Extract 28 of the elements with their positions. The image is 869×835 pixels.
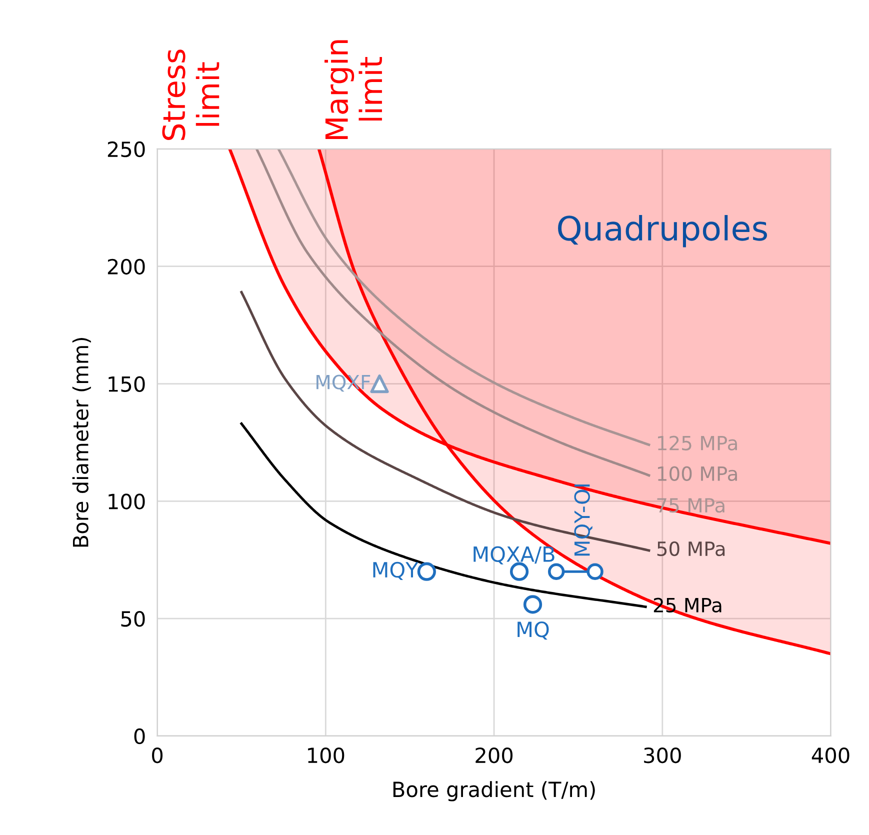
- text: Stress limit: [162, 50, 220, 140]
- point: [370, 374, 389, 394]
- text: MQY-OI: [574, 484, 592, 556]
- y-tick-label: 50: [121, 611, 145, 627]
- annotation: Quadrupoles: [558, 215, 767, 248]
- x-axis-title: Bore gradient (T/m): [393, 781, 595, 802]
- y-tick-label: 250: [108, 141, 145, 158]
- y-tick-label: 200: [108, 258, 145, 275]
- series-label: MQY: [373, 562, 418, 580]
- y-tick-label: 100: [108, 494, 145, 510]
- y-tick-label: 150: [108, 376, 145, 392]
- x-tick-label: 400: [812, 747, 850, 764]
- x-tick-label: 100: [308, 747, 344, 764]
- series-label: MQ: [518, 622, 549, 640]
- y-tick-label: 0: [134, 728, 145, 744]
- point: [523, 595, 542, 614]
- x-tick-label: 0: [152, 747, 163, 764]
- x-tick-label: 200: [476, 747, 513, 764]
- x-tick-label: 300: [644, 747, 681, 764]
- y-axis-title: Bore diameter (mm): [72, 338, 91, 547]
- point: [586, 563, 604, 580]
- series-label: 50 MPa: [657, 541, 725, 556]
- text: Margin limit: [324, 40, 382, 140]
- point: [417, 562, 436, 581]
- point: [548, 563, 565, 580]
- series-label: 125 MPa: [658, 436, 737, 450]
- series-label: 100 MPa: [658, 466, 737, 481]
- series-label: MQXA/B: [474, 546, 554, 564]
